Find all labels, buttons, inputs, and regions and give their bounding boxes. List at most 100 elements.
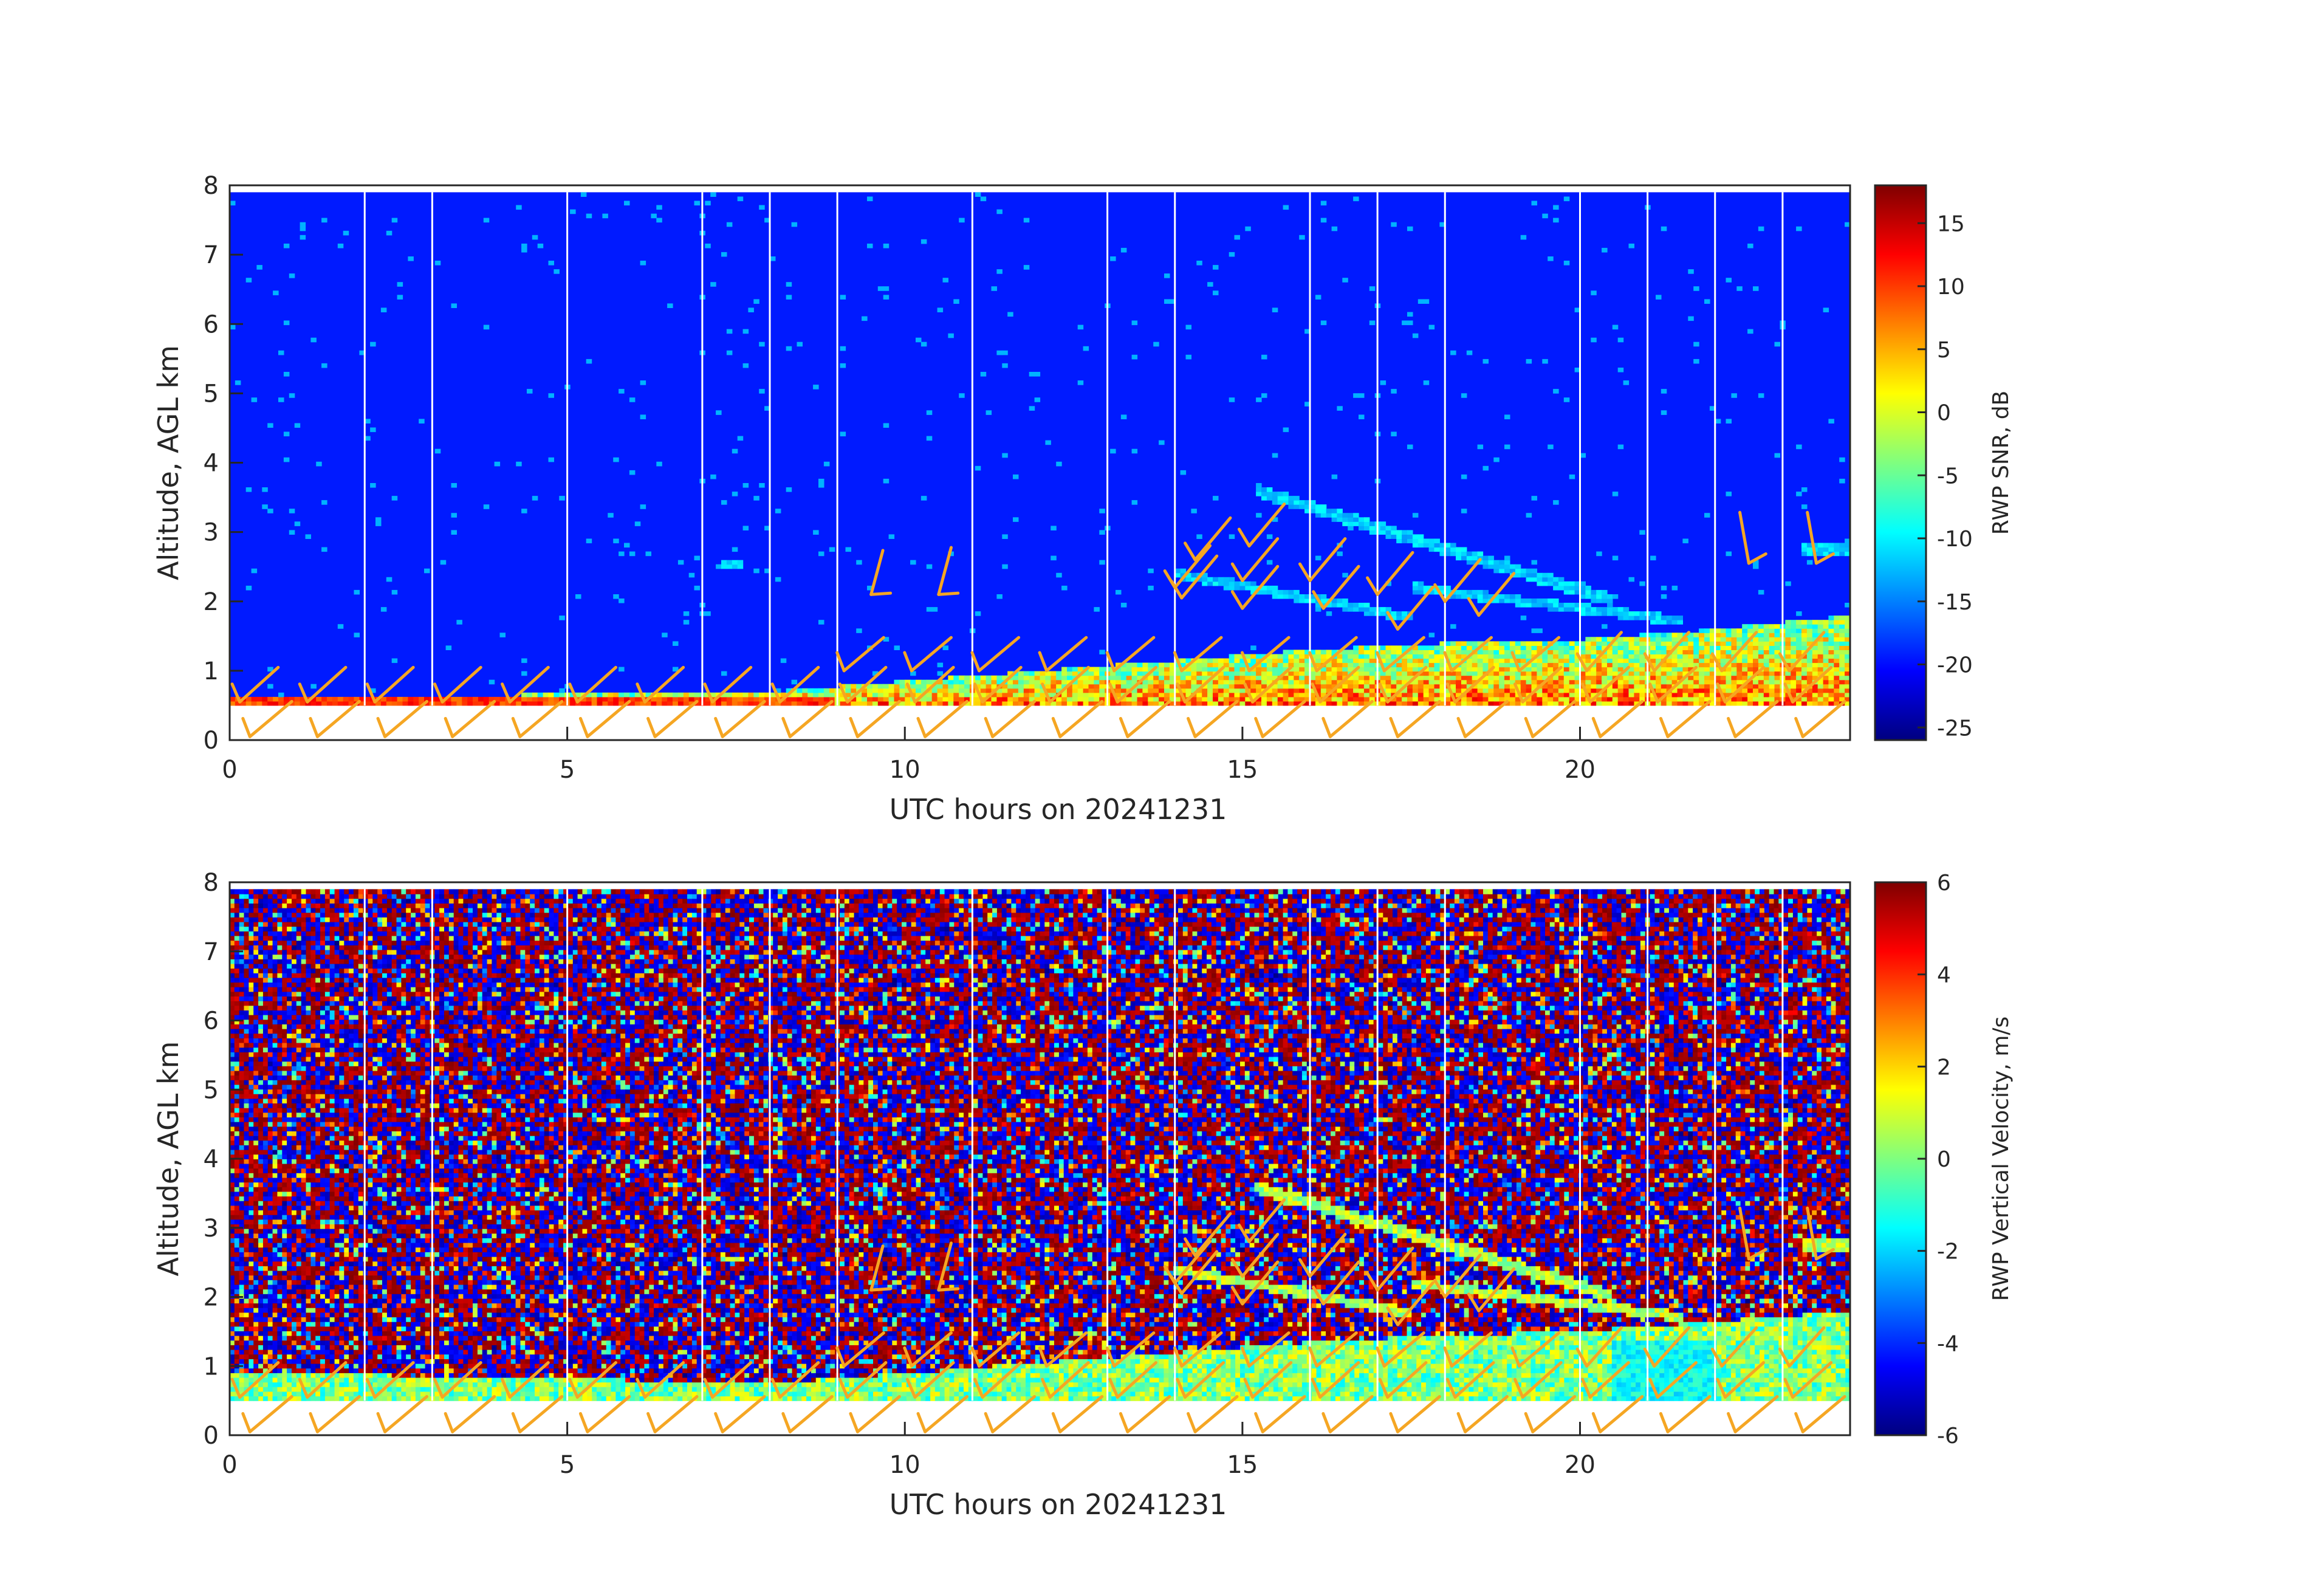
- heatmap-cell: [1094, 688, 1100, 693]
- heatmap-cell: [1564, 680, 1570, 685]
- heatmap-cell: [1488, 680, 1494, 685]
- heatmap-cell: [975, 611, 981, 616]
- heatmap-cell: [1391, 645, 1397, 650]
- heatmap-cell: [1504, 645, 1510, 650]
- heatmap-cell: [1159, 667, 1165, 672]
- heatmap-cell: [1007, 697, 1013, 702]
- heatmap-cell: [1035, 671, 1041, 676]
- heatmap-cell: [846, 684, 852, 689]
- heatmap-cell: [597, 701, 603, 706]
- heatmap-cell: [1288, 594, 1294, 599]
- heatmap-cell: [1326, 680, 1332, 685]
- heatmap-cell: [1007, 693, 1013, 698]
- heatmap-cell: [1510, 701, 1516, 706]
- heatmap-cell: [1553, 599, 1559, 603]
- heatmap-cell: [1348, 701, 1354, 706]
- heatmap-cell: [1002, 534, 1008, 539]
- heatmap-cell: [1386, 659, 1392, 664]
- heatmap-cell: [256, 701, 262, 706]
- heatmap-cell: [392, 697, 398, 702]
- heatmap-cell: [1499, 688, 1505, 693]
- heatmap-cell: [1499, 659, 1505, 664]
- heatmap-cell: [673, 701, 679, 706]
- heatmap-cell: [1348, 688, 1354, 693]
- heatmap-cell: [1035, 684, 1041, 689]
- heatmap-cell: [1634, 667, 1640, 672]
- heatmap-cell: [1321, 680, 1327, 685]
- heatmap-cell: [981, 372, 987, 377]
- heatmap-cell: [1024, 218, 1030, 223]
- heatmap-cell: [1342, 697, 1348, 702]
- heatmap-cell: [1618, 680, 1624, 685]
- heatmap-cell: [1532, 667, 1538, 672]
- heatmap-cell: [1537, 645, 1543, 650]
- heatmap-cell: [1391, 222, 1397, 227]
- heatmap-cell: [1429, 680, 1435, 685]
- heatmap-cell: [1461, 509, 1467, 513]
- heatmap-cell: [678, 693, 684, 698]
- heatmap-cell: [1267, 663, 1273, 668]
- heatmap-cell: [1499, 654, 1505, 659]
- heatmap-cell: [656, 697, 662, 702]
- heatmap-cell: [916, 688, 922, 693]
- heatmap-cell: [1326, 650, 1332, 654]
- heatmap-cell: [878, 701, 884, 706]
- heatmap-cell: [1396, 650, 1402, 654]
- heatmap-cell: [867, 244, 873, 249]
- heatmap-cell: [1537, 663, 1543, 668]
- heatmap-cell: [1353, 680, 1359, 685]
- heatmap-cell: [1532, 603, 1538, 608]
- heatmap-cell: [1558, 586, 1565, 591]
- heatmap-cell: [732, 564, 738, 569]
- heatmap-cell: [1239, 676, 1245, 681]
- heatmap-cell: [1089, 676, 1095, 681]
- heatmap-cell: [959, 393, 965, 398]
- heatmap-cell: [1294, 693, 1300, 698]
- heatmap-cell: [1315, 684, 1321, 689]
- heatmap-cell: [1526, 577, 1532, 582]
- heatmap-cell: [921, 680, 927, 685]
- heatmap-cell: [1607, 603, 1613, 608]
- heatmap-cell: [1186, 676, 1192, 681]
- heatmap-cell: [1542, 659, 1548, 664]
- heatmap-cell: [1634, 684, 1640, 689]
- heatmap-cell: [1629, 244, 1635, 249]
- heatmap-cell: [1634, 645, 1640, 650]
- heatmap-cell: [1256, 684, 1262, 689]
- heatmap-cell: [1326, 684, 1332, 689]
- heatmap-cell: [1018, 701, 1024, 706]
- heatmap-cell: [1591, 667, 1597, 672]
- heatmap-cell: [1402, 534, 1408, 539]
- heatmap-cell: [1413, 534, 1419, 539]
- heatmap-cell: [1272, 659, 1278, 664]
- heatmap-cell: [278, 701, 284, 706]
- heatmap-cell: [684, 697, 690, 702]
- heatmap-cell: [883, 693, 889, 698]
- heatmap-cell: [1456, 547, 1462, 552]
- heatmap-cell: [948, 334, 954, 338]
- heatmap-cell: [1510, 645, 1516, 650]
- heatmap-cell: [1164, 684, 1170, 689]
- heatmap-cell: [1061, 676, 1068, 681]
- heatmap-cell: [1364, 688, 1370, 693]
- heatmap-cell: [559, 693, 565, 698]
- heatmap-cell: [1558, 577, 1565, 582]
- heatmap-cell: [1002, 453, 1008, 458]
- heatmap-cell: [1191, 509, 1197, 513]
- heatmap-cell: [1424, 693, 1430, 698]
- heatmap-cell: [1472, 659, 1478, 664]
- heatmap-cell: [921, 701, 927, 706]
- heatmap-cell: [1456, 594, 1462, 599]
- heatmap-cell: [992, 676, 998, 681]
- heatmap-cell: [1526, 680, 1532, 685]
- heatmap-cell: [1083, 346, 1089, 351]
- heatmap-cell: [1564, 590, 1570, 595]
- heatmap-cell: [392, 701, 398, 706]
- heatmap-cell: [1493, 701, 1500, 706]
- heatmap-cell: [1607, 594, 1613, 599]
- heatmap-cell: [1542, 671, 1548, 676]
- heatmap-cell: [1472, 676, 1478, 681]
- heatmap-cell: [1537, 577, 1543, 582]
- heatmap-cell: [1488, 676, 1494, 681]
- heatmap-cell: [586, 359, 592, 364]
